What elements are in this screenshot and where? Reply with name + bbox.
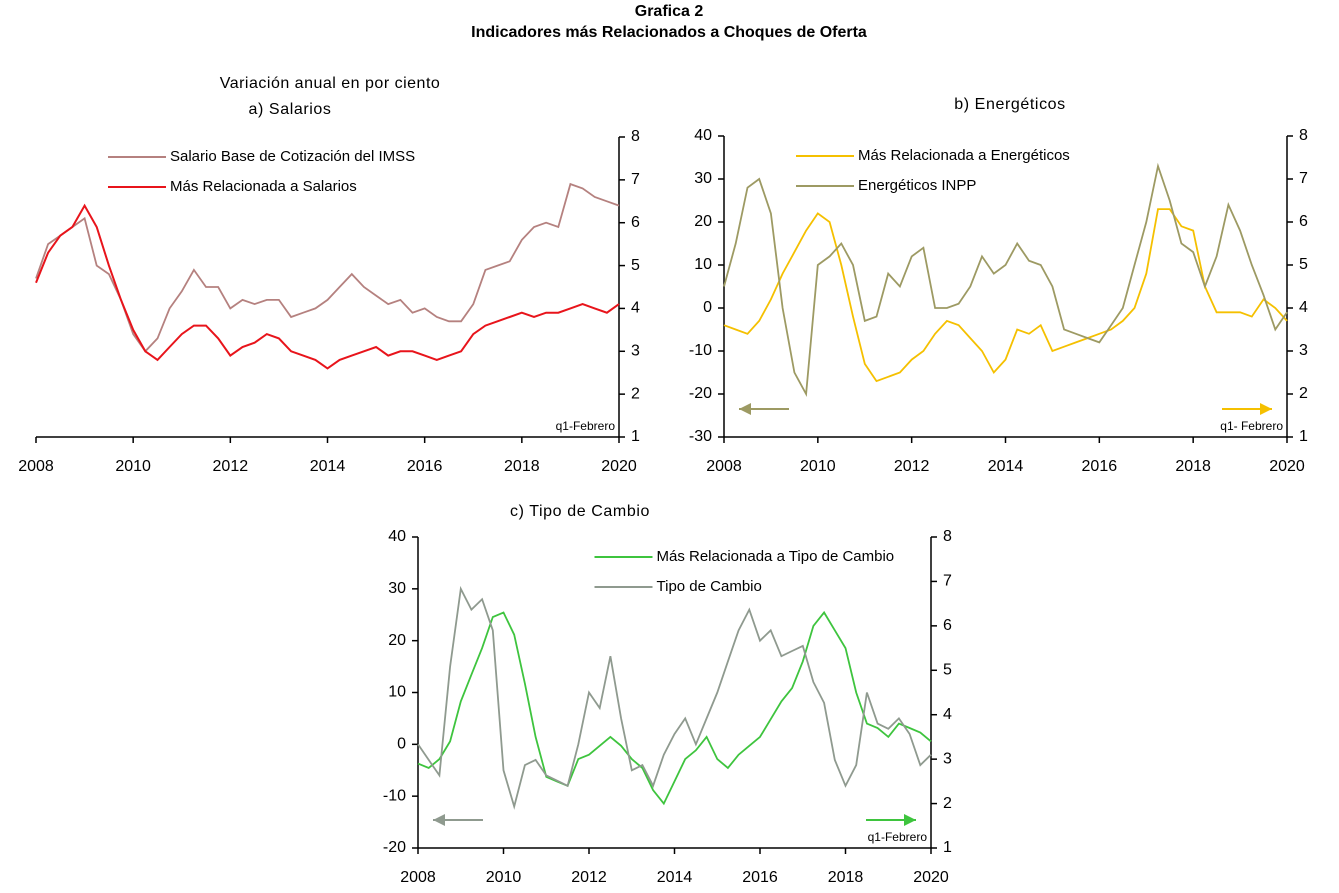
y-tick-label: 10 xyxy=(388,684,406,701)
y2-tick-label: 2 xyxy=(631,385,640,402)
x-tick-label: 2010 xyxy=(486,869,522,886)
axis-arrow-head xyxy=(433,814,445,826)
y-tick-label: 20 xyxy=(388,632,406,649)
x-tick-label: 2010 xyxy=(800,458,836,475)
series-line xyxy=(35,182,620,353)
y2-tick-label: 1 xyxy=(631,428,640,445)
x-tick-label: 2018 xyxy=(1175,458,1211,475)
y-tick-label: -20 xyxy=(689,385,712,402)
note: Variación anual en por ciento xyxy=(220,75,441,92)
y2-tick-label: 5 xyxy=(631,257,640,274)
axis-arrow-head xyxy=(1260,403,1272,415)
y2-tick-label: 8 xyxy=(943,528,952,545)
y-tick-label: -30 xyxy=(689,428,712,445)
x-tick-label: 2012 xyxy=(894,458,930,475)
y-tick-label: -20 xyxy=(383,839,406,856)
y2-tick-label: 2 xyxy=(1299,385,1308,402)
legend-label: Tipo de Cambio xyxy=(657,578,762,595)
y2-tick-label: 7 xyxy=(943,573,952,590)
y2-tick-label: 5 xyxy=(943,662,952,679)
y2-tick-label: 8 xyxy=(631,128,640,145)
annotation: q1-Febrero xyxy=(868,830,928,844)
y-tick-label: 0 xyxy=(397,736,406,753)
y2-tick-label: 4 xyxy=(1299,299,1308,316)
x-tick-label: 2018 xyxy=(828,869,864,886)
y-tick-label: 10 xyxy=(694,256,712,273)
y-tick-label: 0 xyxy=(703,299,712,316)
y-tick-label: 40 xyxy=(694,127,712,144)
x-tick-label: 2020 xyxy=(1269,458,1305,475)
y-tick-label: -10 xyxy=(689,342,712,359)
y2-tick-label: 3 xyxy=(943,750,952,767)
x-tick-label: 2008 xyxy=(400,869,436,886)
x-tick-label: 2014 xyxy=(657,869,693,886)
legend-label: Más Relacionada a Salarios xyxy=(170,178,357,195)
x-tick-label: 2020 xyxy=(913,869,949,886)
x-tick-label: 2008 xyxy=(18,458,54,475)
y2-tick-label: 2 xyxy=(943,795,952,812)
figure-title: Grafica 2 xyxy=(635,3,704,20)
axis-arrow-head xyxy=(904,814,916,826)
annotation: q1- Febrero xyxy=(1220,419,1283,433)
legend-label: Más Relacionada a Tipo de Cambio xyxy=(657,548,895,565)
series-line xyxy=(723,208,1288,383)
x-tick-label: 2008 xyxy=(706,458,742,475)
y2-tick-label: 6 xyxy=(1299,213,1308,230)
legend-label: Salario Base de Cotización del IMSS xyxy=(170,148,415,165)
y-tick-label: 40 xyxy=(388,528,406,545)
x-tick-label: 2020 xyxy=(601,458,637,475)
series-line xyxy=(35,203,620,370)
x-tick-label: 2016 xyxy=(1082,458,1118,475)
y2-tick-label: 4 xyxy=(943,706,952,723)
y-tick-label: -10 xyxy=(383,787,406,804)
x-tick-label: 2010 xyxy=(115,458,151,475)
panel-title: b) Energéticos xyxy=(954,96,1066,113)
x-tick-label: 2016 xyxy=(407,458,443,475)
series-line xyxy=(417,610,932,806)
x-tick-label: 2016 xyxy=(742,869,778,886)
x-tick-label: 2012 xyxy=(571,869,607,886)
y2-tick-label: 6 xyxy=(631,214,640,231)
y2-tick-label: 6 xyxy=(943,617,952,634)
x-tick-label: 2014 xyxy=(988,458,1024,475)
annotation: q1-Febrero xyxy=(556,419,616,433)
y2-tick-label: 3 xyxy=(1299,342,1308,359)
series-line xyxy=(417,585,932,810)
y2-tick-label: 1 xyxy=(943,839,952,856)
y2-tick-label: 5 xyxy=(1299,256,1308,273)
x-tick-label: 2018 xyxy=(504,458,540,475)
y2-tick-label: 4 xyxy=(631,300,640,317)
y-tick-label: 30 xyxy=(388,580,406,597)
x-tick-label: 2014 xyxy=(310,458,346,475)
y2-tick-label: 1 xyxy=(1299,428,1308,445)
y2-tick-label: 7 xyxy=(1299,170,1308,187)
y2-tick-label: 3 xyxy=(631,343,640,360)
x-tick-label: 2012 xyxy=(213,458,249,475)
figure-subtitle: Indicadores más Relacionados a Choques d… xyxy=(471,24,867,41)
y2-tick-label: 7 xyxy=(631,171,640,188)
series-line xyxy=(723,162,1288,398)
panel-title: c) Tipo de Cambio xyxy=(510,503,650,520)
legend-label: Más Relacionada a Energéticos xyxy=(858,147,1070,164)
y-tick-label: 20 xyxy=(694,213,712,230)
y-tick-label: 30 xyxy=(694,170,712,187)
axis-arrow-head xyxy=(739,403,751,415)
y2-tick-label: 8 xyxy=(1299,127,1308,144)
panel-title: a) Salarios xyxy=(248,101,331,118)
legend-label: Energéticos INPP xyxy=(858,177,976,194)
